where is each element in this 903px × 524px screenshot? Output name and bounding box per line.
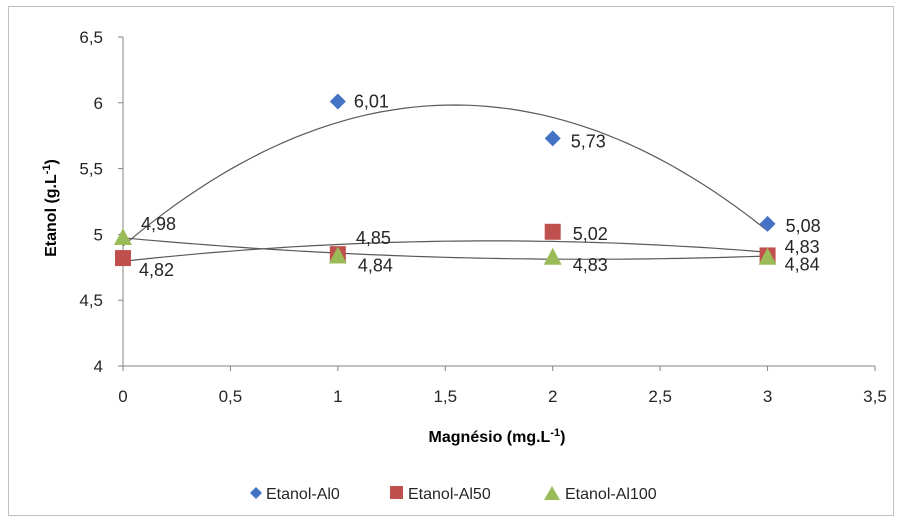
data-point-al50 bbox=[544, 223, 561, 240]
y-tick-label: 5 bbox=[94, 225, 103, 244]
data-label-al0: 6,01 bbox=[354, 91, 389, 111]
data-label-al50: 4,82 bbox=[139, 260, 174, 280]
y-tick-label: 4 bbox=[94, 357, 103, 376]
legend-label-al0: Etanol-Al0 bbox=[266, 486, 340, 503]
legend-label-al100: Etanol-Al100 bbox=[565, 486, 657, 503]
data-point-al100 bbox=[758, 247, 777, 265]
data-label-al0: 5,73 bbox=[571, 131, 606, 151]
data-point-al100 bbox=[114, 228, 132, 246]
data-label-al100: 4,98 bbox=[141, 214, 176, 234]
data-label-al50: 4,85 bbox=[356, 228, 391, 248]
data-point-al0 bbox=[759, 215, 776, 232]
legend: Etanol-Al0 Etanol-Al50 Etanol-Al100 bbox=[250, 486, 657, 503]
legend-label-al50: Etanol-Al50 bbox=[408, 486, 491, 503]
x-tick-label: 1,5 bbox=[433, 387, 457, 406]
x-tick-label: 1 bbox=[333, 387, 342, 406]
data-point-al100 bbox=[328, 246, 347, 264]
data-label-al100: 4,84 bbox=[358, 255, 393, 275]
legend-item-al50: Etanol-Al50 bbox=[390, 486, 491, 503]
data-point-al100 bbox=[543, 247, 562, 265]
data-label-al50: 4,84 bbox=[785, 254, 820, 274]
x-tick-label: 0 bbox=[118, 387, 127, 406]
y-tick-label: 4,5 bbox=[79, 291, 103, 310]
data-label-al100: 4,83 bbox=[785, 237, 820, 257]
data-point-al50 bbox=[115, 250, 131, 267]
x-tick-label: 2,5 bbox=[648, 387, 672, 406]
trendline-al50 bbox=[122, 240, 768, 262]
x-tick-label: 3 bbox=[763, 387, 772, 406]
y-axis-title: Etanol (g.L-1) bbox=[41, 159, 60, 257]
x-tick-label: 3,5 bbox=[863, 387, 887, 406]
x-tick-label: 2 bbox=[548, 387, 557, 406]
y-tick-label: 6 bbox=[94, 94, 103, 113]
y-tick-label: 6,5 bbox=[79, 28, 103, 47]
legend-diamond-marker bbox=[250, 487, 262, 499]
x-axis-title: Magnésio (mg.L-1) bbox=[429, 427, 566, 446]
legend-item-al0: Etanol-Al0 bbox=[250, 486, 340, 503]
data-point-al0 bbox=[544, 130, 561, 147]
y-tick-label: 5,5 bbox=[79, 160, 103, 179]
trendline-al100 bbox=[122, 237, 768, 260]
legend-square-marker bbox=[390, 486, 403, 499]
trendline-al0 bbox=[122, 104, 768, 247]
legend-triangle-marker bbox=[544, 486, 560, 500]
data-label-al0: 5,08 bbox=[786, 216, 821, 236]
chart-area bbox=[8, 6, 894, 516]
data-point-al0 bbox=[329, 93, 346, 110]
legend-item-al100: Etanol-Al100 bbox=[544, 486, 657, 503]
data-label-al100: 4,83 bbox=[573, 255, 608, 275]
x-tick-label: 0,5 bbox=[219, 387, 243, 406]
data-label-al50: 5,02 bbox=[573, 224, 608, 244]
